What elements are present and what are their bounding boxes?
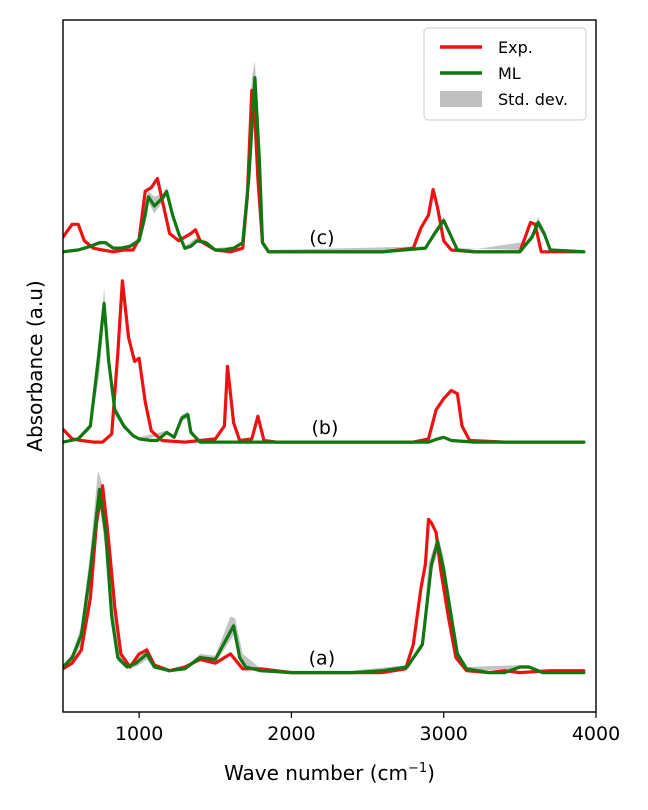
panel-label: (b): [311, 417, 338, 439]
x-axis-ticks: 1000 2000 3000 4000: [115, 712, 620, 745]
legend: Exp. ML Std. dev.: [423, 27, 587, 121]
y-axis-label: Absorbance (a.u): [23, 280, 47, 451]
ml-series-line: [63, 301, 586, 444]
axes-frame: [62, 19, 597, 713]
legend-swatch: [440, 91, 482, 107]
exp-series-line: [63, 279, 586, 444]
exp-series-line: [63, 88, 586, 254]
panel-label: (c): [309, 227, 334, 249]
x-tick-label: 1000: [115, 723, 163, 745]
panel-label: (a): [309, 648, 335, 670]
spectrum-panel-0: (a): [63, 470, 586, 675]
exp-series-line: [63, 484, 586, 675]
x-tick-label: 2000: [267, 723, 315, 745]
std-dev-band: [63, 470, 584, 673]
spectrum-panel-1: (b): [63, 279, 586, 444]
legend-entry-label: Exp.: [498, 38, 533, 57]
legend-entry-label: Std. dev.: [498, 90, 568, 109]
x-tick-label: 4000: [572, 723, 620, 745]
x-axis-label: Wave number (cm−1): [224, 761, 435, 785]
legend-entry-label: ML: [498, 64, 521, 83]
ml-series-line: [63, 487, 586, 675]
x-axis-label-superscript: −1: [408, 761, 427, 776]
x-axis-label-close: ): [427, 761, 435, 785]
plot-area: (a) (b) (c): [63, 61, 586, 675]
x-axis-label-text: Wave number (cm: [224, 761, 408, 785]
x-tick-label: 3000: [420, 723, 468, 745]
spectrum-panel-2: (c): [63, 61, 586, 254]
ml-series-line: [63, 76, 586, 254]
